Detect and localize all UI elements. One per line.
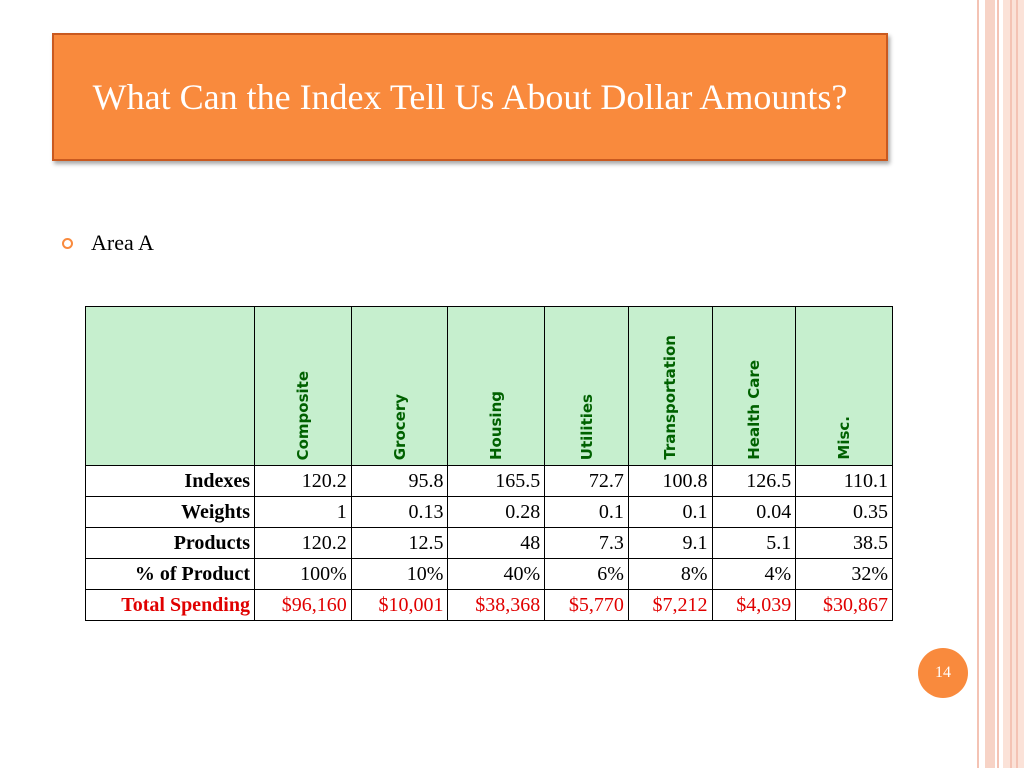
table-cell: 38.5 xyxy=(795,527,893,559)
slide-title-box: What Can the Index Tell Us About Dollar … xyxy=(52,33,888,161)
table-cell: 4% xyxy=(711,558,797,590)
table-cell: 100.8 xyxy=(627,465,713,497)
table-row-total: Total Spending $96,160 $10,001 $38,368 $… xyxy=(85,589,893,621)
table-cell: 10% xyxy=(350,558,449,590)
page-number-badge: 14 xyxy=(918,648,968,698)
table-cell: 95.8 xyxy=(350,465,449,497)
table-cell: 8% xyxy=(627,558,713,590)
table-cell: $96,160 xyxy=(254,589,352,621)
table-row: Products 120.2 12.5 48 7.3 9.1 5.1 38.5 xyxy=(85,527,893,559)
table-cell: 100% xyxy=(254,558,352,590)
decor-stripe xyxy=(985,0,995,768)
table-cell: 32% xyxy=(795,558,893,590)
table-cell: $7,212 xyxy=(627,589,713,621)
table-cell: 12.5 xyxy=(350,527,449,559)
column-header: Grocery xyxy=(350,306,449,466)
page-number: 14 xyxy=(935,664,951,681)
table-cell: 110.1 xyxy=(795,465,893,497)
column-header: Utilities xyxy=(544,306,629,466)
table-cell: 0.1 xyxy=(627,496,713,528)
row-label: Total Spending xyxy=(85,589,255,621)
decor-stripe xyxy=(1010,0,1012,768)
table-cell: 126.5 xyxy=(711,465,797,497)
bullet-circle-icon xyxy=(62,237,73,249)
table-cell: 0.04 xyxy=(711,496,797,528)
table-cell: 7.3 xyxy=(544,527,629,559)
table-cell: 0.28 xyxy=(447,496,546,528)
slide-title: What Can the Index Tell Us About Dollar … xyxy=(92,77,848,117)
table-cell: 9.1 xyxy=(627,527,713,559)
table-row: % of Product 100% 10% 40% 6% 8% 4% 32% xyxy=(85,558,893,590)
decor-stripe xyxy=(977,0,979,768)
table-cell: 72.7 xyxy=(544,465,629,497)
table-cell: 1 xyxy=(254,496,352,528)
bullet-item: Area A xyxy=(62,230,154,256)
table-cell: 165.5 xyxy=(447,465,546,497)
table-cell: 0.1 xyxy=(544,496,629,528)
table-cell: 0.13 xyxy=(350,496,449,528)
table-cell: 120.2 xyxy=(254,527,352,559)
column-header: Health Care xyxy=(711,306,797,466)
row-label: Products xyxy=(85,527,255,559)
table-cell: $38,368 xyxy=(447,589,546,621)
bullet-text: Area A xyxy=(91,230,154,255)
column-header: Housing xyxy=(447,306,546,466)
table-corner-cell xyxy=(85,306,255,466)
table-cell: 40% xyxy=(447,558,546,590)
table-cell: 48 xyxy=(447,527,546,559)
table-header-row: Composite Grocery Housing Utilities Tran… xyxy=(85,306,893,466)
decor-stripe xyxy=(1016,0,1018,768)
column-header: Misc. xyxy=(795,306,893,466)
decor-stripe xyxy=(1003,0,1024,768)
index-table: Composite Grocery Housing Utilities Tran… xyxy=(85,306,893,621)
table-cell: $10,001 xyxy=(350,589,449,621)
table-cell: $4,039 xyxy=(711,589,797,621)
row-label: Weights xyxy=(85,496,255,528)
table-row: Indexes 120.2 95.8 165.5 72.7 100.8 126.… xyxy=(85,465,893,497)
table-cell: 0.35 xyxy=(795,496,893,528)
row-label: Indexes xyxy=(85,465,255,497)
table-cell: 5.1 xyxy=(711,527,797,559)
table-cell: $5,770 xyxy=(544,589,629,621)
row-label: % of Product xyxy=(85,558,255,590)
decor-stripe xyxy=(997,0,999,768)
table-cell: 6% xyxy=(544,558,629,590)
table-cell: 120.2 xyxy=(254,465,352,497)
column-header: Composite xyxy=(254,306,352,466)
column-header: Transportation xyxy=(627,306,713,466)
table-cell: $30,867 xyxy=(795,589,893,621)
table-row: Weights 1 0.13 0.28 0.1 0.1 0.04 0.35 xyxy=(85,496,893,528)
